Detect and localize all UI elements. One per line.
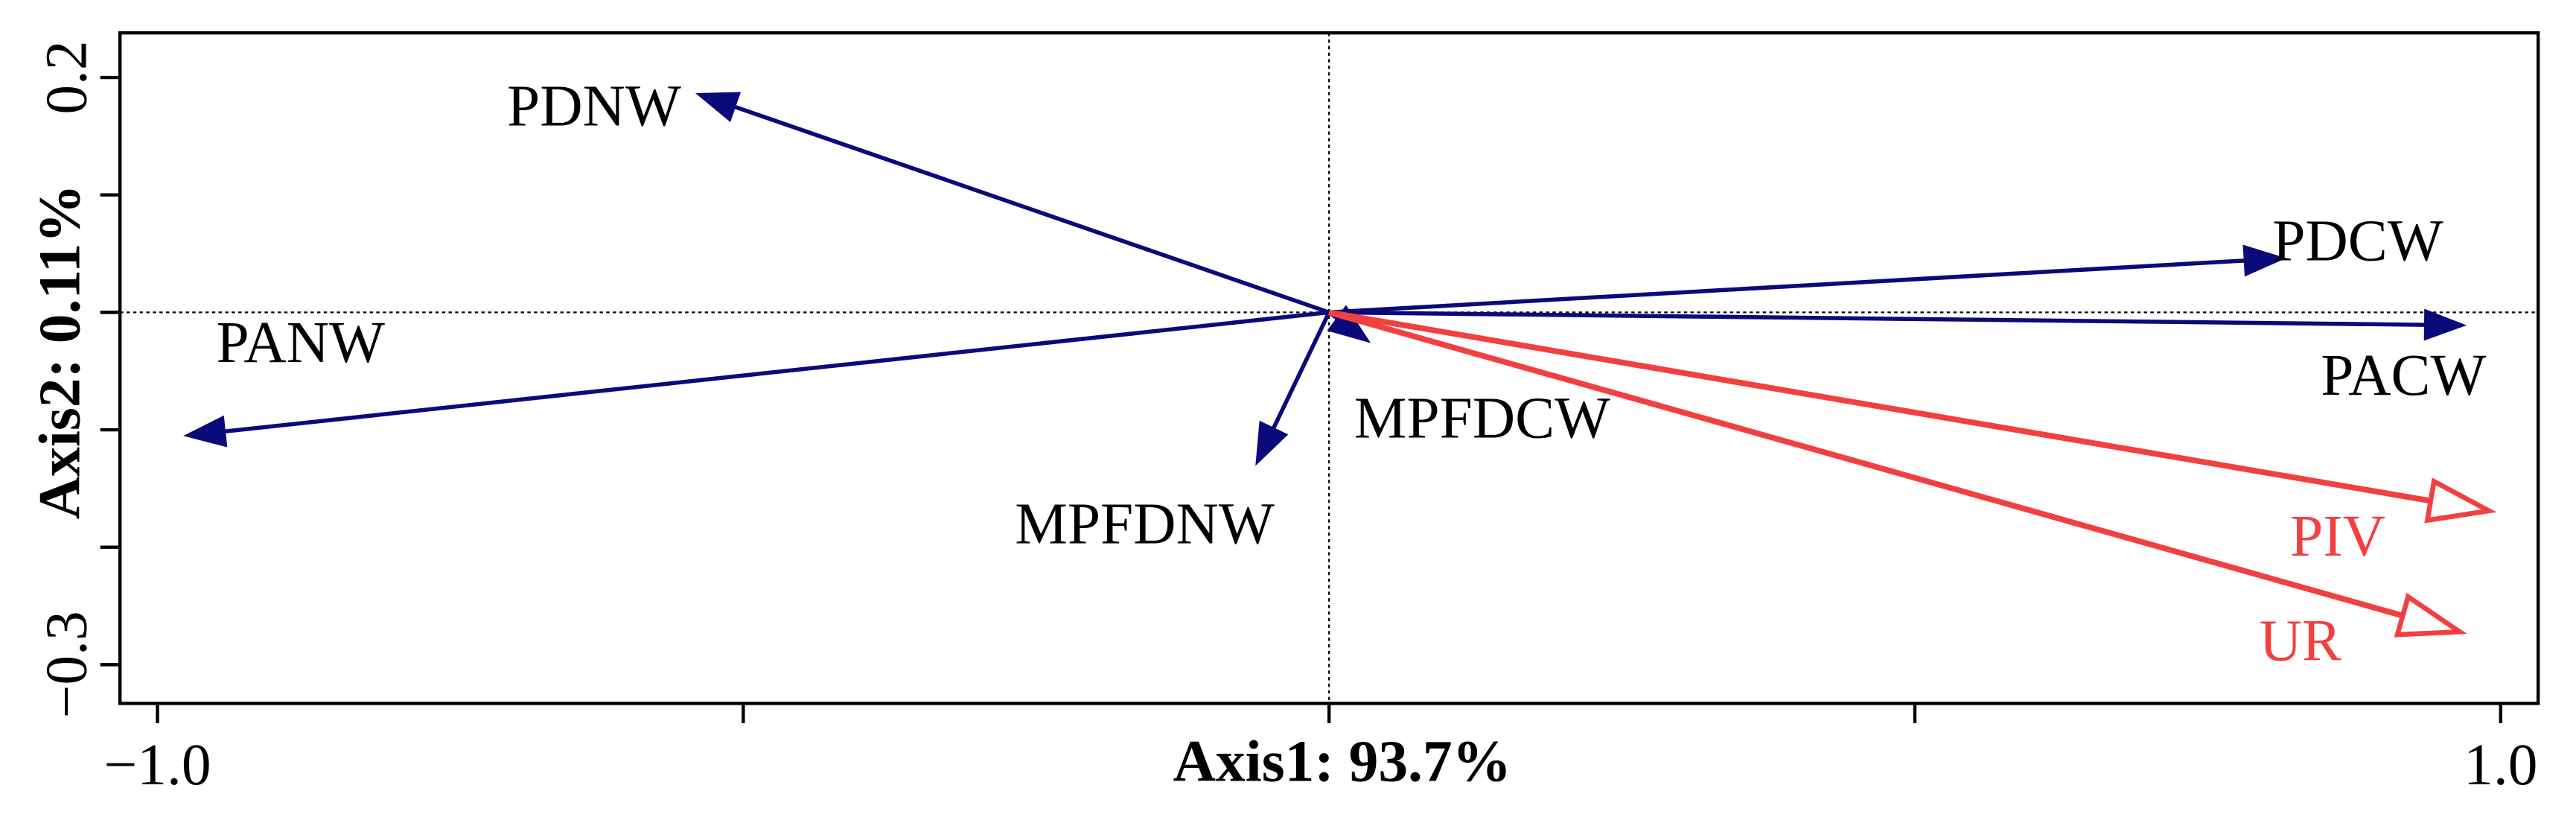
vector-label: MPFDNW xyxy=(1015,491,1275,556)
arrowhead xyxy=(2242,244,2286,277)
arrowhead xyxy=(695,92,742,123)
vector-label: PDCW xyxy=(2272,209,2443,274)
vector xyxy=(1329,258,2245,315)
vector-label: PIV xyxy=(2290,503,2385,569)
arrowhead xyxy=(1327,305,1371,343)
y-tick-label: −0.3 xyxy=(34,611,99,718)
arrowhead xyxy=(2423,308,2467,341)
y-tick-label: 0.2 xyxy=(34,40,99,114)
y-axis-title: Axis2: 0.11% xyxy=(28,184,93,519)
arrowhead xyxy=(2394,592,2467,638)
x-tick-label: −1.0 xyxy=(103,732,211,798)
x-axis-title: Axis1: 93.7% xyxy=(1173,729,1511,795)
vector xyxy=(1328,309,2404,619)
arrowhead xyxy=(2424,477,2497,524)
vector-label: PDNW xyxy=(507,74,681,139)
arrowhead xyxy=(183,415,228,448)
vector xyxy=(1272,311,1331,430)
vector-label: MPFDCW xyxy=(1354,385,1610,451)
arrowhead xyxy=(1255,420,1289,466)
vector xyxy=(224,310,1330,433)
vector-label: PACW xyxy=(2321,343,2486,408)
x-tick-label: 1.0 xyxy=(2464,732,2537,798)
vector-label: UR xyxy=(2260,608,2341,673)
vector xyxy=(1328,309,2432,504)
vector-label: PANW xyxy=(216,310,385,375)
vector xyxy=(1329,310,2426,327)
vector xyxy=(734,104,1330,314)
